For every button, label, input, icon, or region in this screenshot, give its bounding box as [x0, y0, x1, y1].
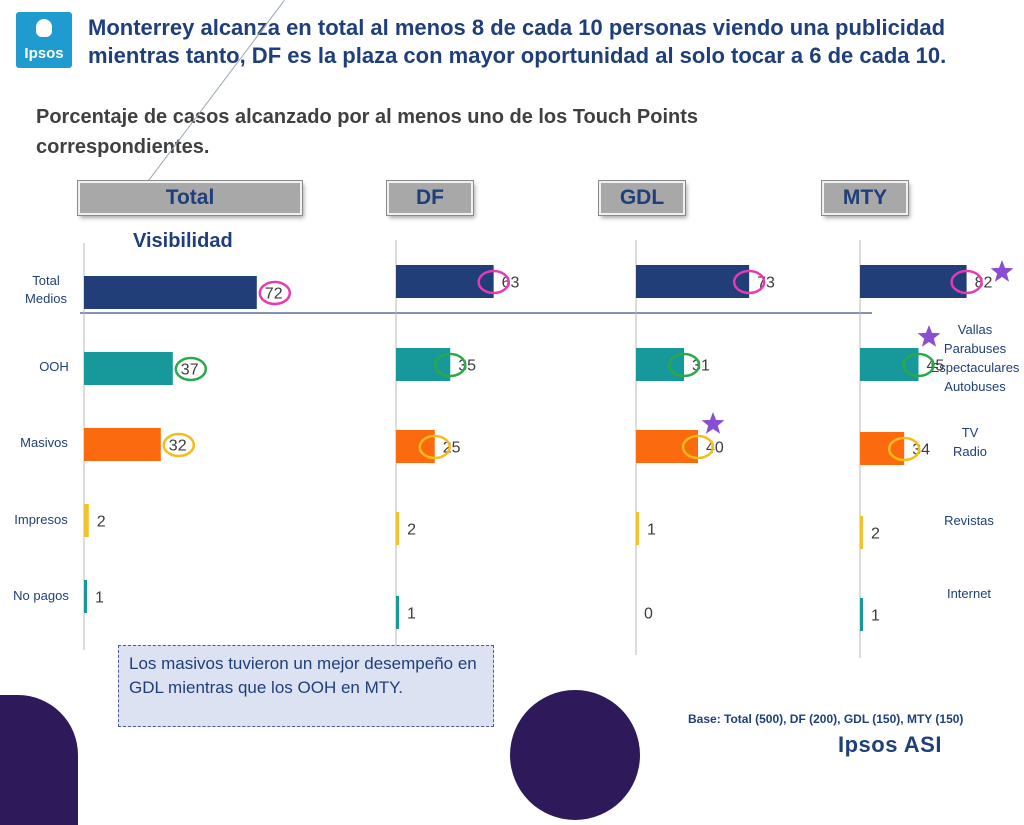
- value-label-df-no-pagos: 1: [407, 606, 416, 623]
- highlight-circle-total-ooh: [174, 356, 208, 382]
- value-label-total-masivos: 32: [169, 438, 187, 455]
- panel-chip-total: Total: [78, 181, 302, 215]
- highlight-circle-df-ooh: [434, 352, 467, 378]
- detail-impresos: Revistas: [944, 513, 994, 528]
- value-label-gdl-no-pagos: 0: [644, 606, 653, 623]
- bar-mty-impresos: [860, 516, 863, 549]
- bar-total-total-medios: [84, 276, 257, 309]
- panel-chip-mty: MTY: [822, 181, 908, 215]
- panel-chip-gdl: GDL: [599, 181, 685, 215]
- bar-mty-total-medios: [860, 265, 967, 298]
- detail-masivos: TV Radio: [953, 425, 987, 459]
- bar-total-no-pagos: [84, 580, 87, 613]
- bar-df-no-pagos: [396, 596, 399, 629]
- highlight-circle-total-masivos: [162, 432, 196, 458]
- highlight-circle-df-total-medios: [477, 269, 510, 295]
- bar-df-total-medios: [396, 265, 494, 298]
- section-label: Visibilidad: [133, 230, 233, 252]
- detail-ooh: Vallas Parabuses Espectaculares Autobuse…: [930, 322, 1020, 394]
- star-icon-gdl-masivos: [701, 412, 725, 434]
- star-icon-mty-total-medios: [990, 260, 1014, 282]
- page-subtitle: Porcentaje de casos alcanzado por al men…: [36, 106, 699, 158]
- bar-gdl-masivos: [636, 430, 698, 463]
- detail-no-pagos: Internet: [946, 586, 992, 601]
- bar-mty-no-pagos: [860, 598, 863, 631]
- bar-total-ooh: [84, 352, 173, 385]
- row-label-impresos: Impresos: [14, 512, 68, 527]
- panel-chip-df: DF: [387, 181, 473, 215]
- value-label-total-ooh: 37: [181, 362, 199, 379]
- page-title: Monterrey alcanza en total al menos 8 de…: [88, 15, 947, 68]
- highlight-circle-df-masivos: [418, 434, 451, 460]
- value-label-total-impresos: 2: [97, 514, 106, 531]
- highlight-circle-gdl-total-medios: [732, 269, 766, 295]
- highlight-circle-mty-masivos: [887, 436, 921, 462]
- bar-total-masivos: [84, 428, 161, 461]
- highlight-circle-gdl-masivos: [681, 434, 715, 460]
- value-label-total-total-medios: 72: [265, 286, 283, 303]
- bar-total-impresos: [84, 504, 89, 537]
- star-icon-mty-ooh: [917, 325, 941, 347]
- value-label-mty-impresos: 2: [871, 526, 880, 543]
- bar-gdl-impresos: [636, 512, 639, 545]
- value-label-gdl-impresos: 1: [647, 522, 656, 539]
- bar-df-impresos: [396, 512, 400, 545]
- row-label-total-medios: Total Medios: [25, 273, 67, 306]
- brand-footer: Ipsos ASI: [838, 732, 942, 757]
- value-label-df-impresos: 2: [407, 522, 416, 539]
- highlight-circle-mty-total-medios: [950, 269, 983, 295]
- value-label-total-no-pagos: 1: [95, 590, 104, 607]
- bar-gdl-total-medios: [636, 265, 750, 298]
- highlight-circle-mty-ooh: [902, 352, 935, 378]
- bar-gdl-ooh: [636, 348, 685, 381]
- ipsos-logo: Ipsos: [16, 12, 72, 68]
- callout-note: Los masivos tuvieron un mejor desempeño …: [118, 645, 494, 727]
- row-label-no-pagos: No pagos: [13, 588, 69, 603]
- row-label-ooh: OOH: [39, 359, 69, 374]
- bar-mty-ooh: [860, 348, 919, 381]
- bar-df-ooh: [396, 348, 451, 381]
- value-label-mty-no-pagos: 1: [871, 608, 880, 625]
- row-label-masivos: Masivos: [20, 435, 68, 450]
- base-note: Base: Total (500), DF (200), GDL (150), …: [688, 712, 964, 726]
- highlight-circle-total-total-medios: [258, 280, 292, 306]
- highlight-circle-gdl-ooh: [667, 352, 701, 378]
